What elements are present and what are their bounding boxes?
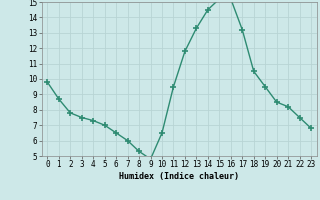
X-axis label: Humidex (Indice chaleur): Humidex (Indice chaleur) [119,172,239,181]
